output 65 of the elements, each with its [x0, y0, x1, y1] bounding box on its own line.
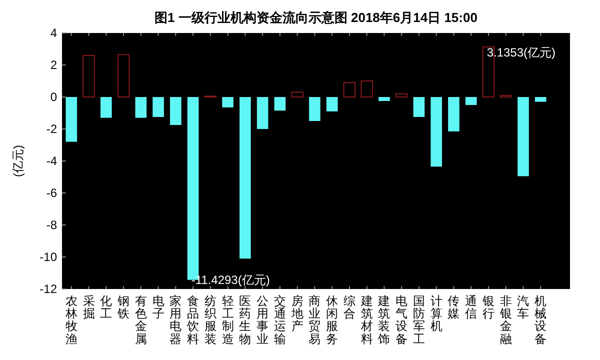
- y-tick-label: -12: [40, 282, 58, 296]
- x-tick-label: 采掘: [82, 294, 95, 321]
- y-tick-label: -4: [46, 154, 58, 168]
- bar: [465, 97, 477, 105]
- x-tick-label: 计算机: [430, 294, 442, 334]
- bar: [117, 54, 130, 98]
- x-tick-label: 电子: [152, 294, 164, 321]
- bar: [100, 97, 112, 118]
- x-tick-label: 综合: [343, 294, 356, 321]
- y-tick-label: -10: [40, 250, 58, 264]
- x-tick-label: 医药生物: [239, 294, 252, 346]
- bar: [360, 80, 373, 98]
- annotation: -11.4293(亿元): [191, 273, 270, 288]
- y-tick-label: 4: [50, 26, 58, 40]
- chart-title: 图1 一级行业机构资金流向示意图 2018年6月14日 15:00: [154, 10, 478, 25]
- bar: [240, 97, 251, 259]
- bar: [82, 54, 95, 98]
- bar: [395, 93, 408, 98]
- y-tick-label: 2: [50, 58, 58, 72]
- y-tick-label: 0: [50, 90, 58, 104]
- bar: [343, 82, 356, 98]
- x-tick-label: 农林牧渔: [64, 294, 78, 346]
- x-tick-label: 轻工制造: [222, 294, 234, 346]
- bar: [378, 97, 390, 101]
- x-tick-label: 银行: [481, 294, 494, 321]
- bar: [66, 97, 78, 142]
- y-tick-label: -6: [46, 186, 58, 200]
- x-tick-label: 钢铁: [116, 294, 130, 321]
- x-tick-label: 有色金属: [134, 294, 147, 346]
- x-tick-label: 传媒: [448, 294, 460, 321]
- x-tick-label: 建筑装饰: [377, 294, 390, 346]
- x-tick-label: 建筑材料: [360, 294, 373, 346]
- x-tick-label: 通信: [465, 294, 478, 321]
- bar: [448, 97, 460, 132]
- bar: [413, 97, 425, 117]
- annotation: 3.1353(亿元): [486, 45, 556, 60]
- x-tick-label: 食品饮料: [186, 294, 200, 346]
- x-tick-label: 房地产: [290, 294, 304, 334]
- bar: [274, 97, 286, 111]
- bar: [291, 92, 304, 98]
- x-tick-label: 机械设备: [534, 294, 547, 346]
- x-tick-label: 汽车: [517, 294, 530, 321]
- bar: [222, 97, 234, 108]
- x-tick-label: 非银金融: [498, 294, 512, 346]
- x-tick-label: 电气设备: [396, 294, 408, 346]
- x-tick-label: 纺织服装: [204, 294, 216, 346]
- bar: [170, 97, 182, 125]
- x-tick-label: 公用事业: [256, 294, 269, 346]
- x-tick-label: 国防军工: [412, 294, 425, 346]
- x-tick-label: 化工: [100, 294, 112, 321]
- x-tick-label: 家用电器: [170, 294, 182, 346]
- bar: [152, 97, 164, 117]
- y-tick-label: -8: [46, 218, 58, 232]
- bar: [135, 97, 147, 118]
- bar: [534, 97, 546, 102]
- bar: [326, 97, 338, 112]
- bar: [256, 97, 268, 129]
- bar: [309, 97, 320, 121]
- x-tick-label: 商业贸易: [308, 294, 321, 346]
- y-axis-title: (亿元): [11, 145, 25, 177]
- bar: [518, 97, 529, 176]
- y-tick-label: -2: [46, 122, 58, 136]
- x-tick-label: 交通运输: [274, 294, 286, 346]
- x-tick-label: 休闲服务: [326, 294, 338, 346]
- bar: [430, 97, 442, 167]
